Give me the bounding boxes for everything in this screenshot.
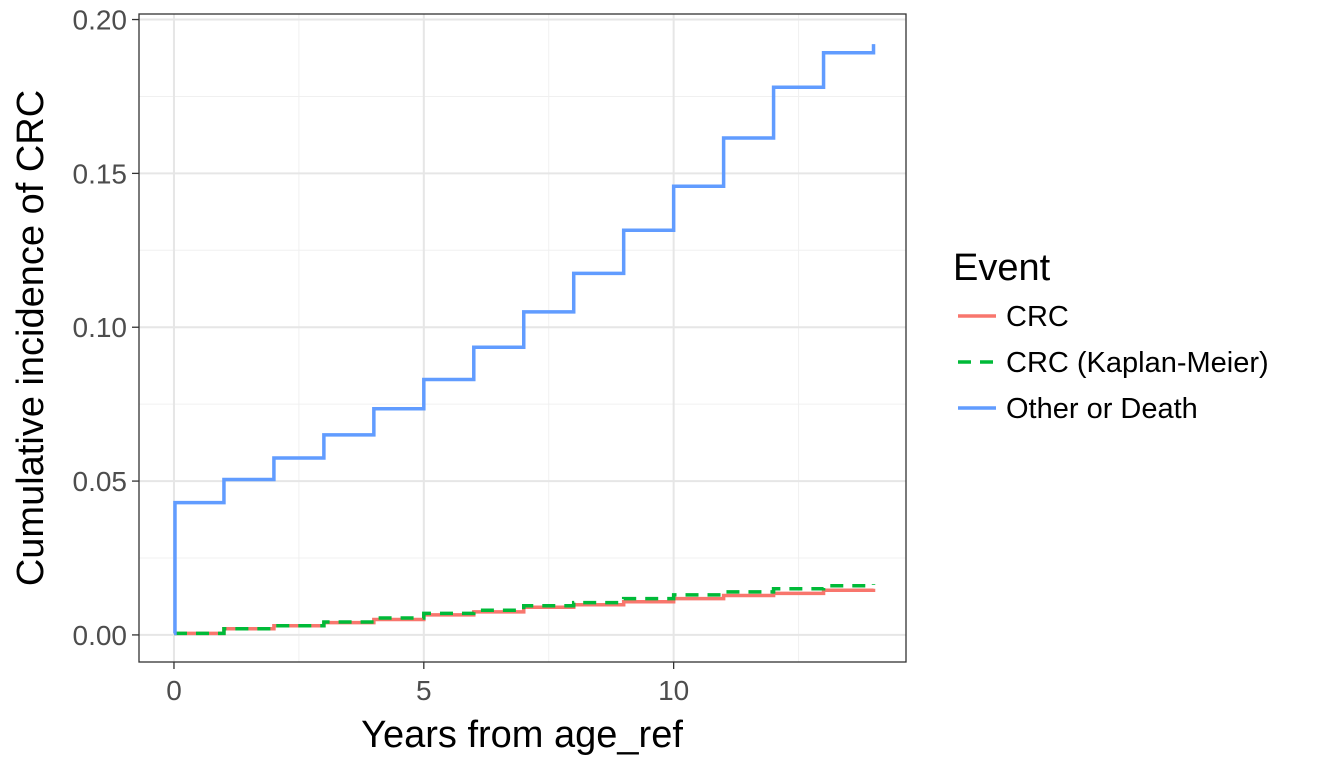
x-axis-title: Years from age_ref bbox=[361, 714, 683, 756]
x-tick-label: 5 bbox=[416, 675, 432, 706]
series-line-2 bbox=[173, 44, 876, 636]
y-tick-label: 0.10 bbox=[73, 312, 128, 343]
y-tick-label: 0.00 bbox=[73, 620, 128, 651]
series-layer bbox=[173, 44, 876, 636]
y-tick-label: 0.20 bbox=[73, 5, 128, 36]
legend-label-2: Other or Death bbox=[1006, 393, 1198, 425]
series-line-1 bbox=[173, 583, 876, 636]
y-axis: 0.00 0.05 0.10 0.15 0.20 bbox=[73, 5, 139, 651]
legend-label-0: CRC bbox=[1006, 301, 1069, 333]
y-tick-label: 0.15 bbox=[73, 158, 128, 189]
legend-items: CRC CRC (Kaplan-Meier) Other or Death bbox=[958, 301, 1269, 425]
x-axis: 0 5 10 bbox=[166, 662, 689, 706]
panel-border bbox=[138, 13, 907, 663]
legend: Event CRC CRC (Kaplan-Meier) Other or Deat… bbox=[953, 247, 1269, 425]
grid-minor bbox=[139, 14, 906, 662]
x-tick-label: 10 bbox=[658, 675, 689, 706]
legend-title: Event bbox=[953, 247, 1051, 289]
legend-label-1: CRC (Kaplan-Meier) bbox=[1006, 347, 1269, 379]
x-tick-label: 0 bbox=[166, 675, 182, 706]
y-tick-label: 0.05 bbox=[73, 466, 128, 497]
grid-major bbox=[139, 14, 906, 662]
y-axis-title: Cumulative incidence of CRC bbox=[10, 90, 52, 586]
